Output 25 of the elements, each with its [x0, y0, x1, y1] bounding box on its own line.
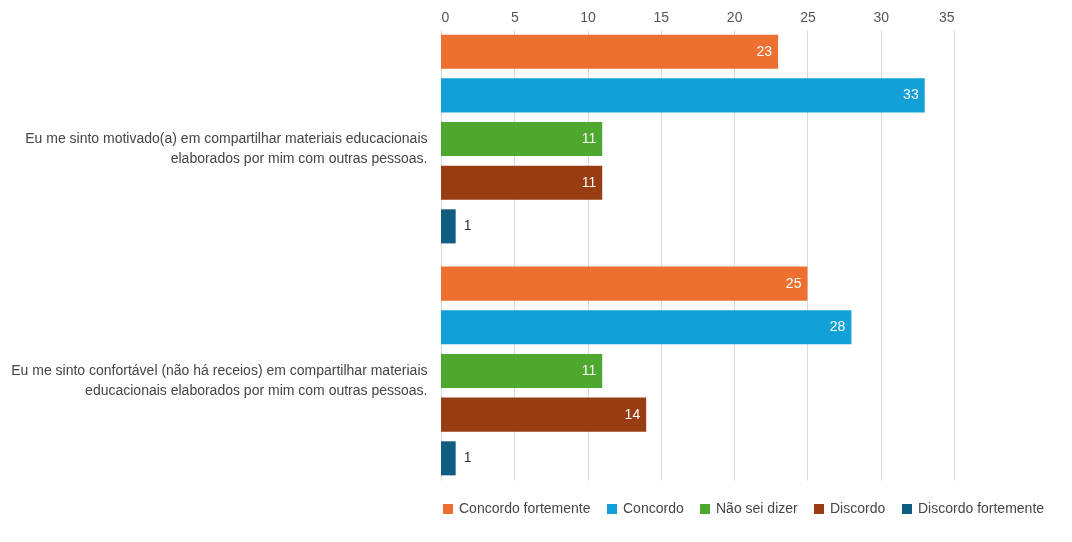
data-label: 1 [463, 217, 472, 234]
data-label: 11 [581, 130, 597, 147]
data-label: 28 [829, 318, 846, 335]
x-tick-label: 5 [510, 8, 519, 25]
data-label: 25 [785, 274, 802, 291]
data-label: 14 [624, 405, 641, 422]
x-tick-label: 35 [938, 8, 955, 25]
legend-label: Discordo fortemente [918, 500, 1045, 516]
x-tick-label: 25 [800, 8, 816, 25]
data-label: 1 [463, 449, 472, 466]
y-tick-label: Eu me sinto confortável (não há receios) em compartilhar materiais educacionais elaborados por mim com outras pessoas. [11, 361, 428, 398]
legend-label: Discordo [830, 500, 886, 516]
x-tick-label: 15 [653, 8, 670, 25]
y-tick-label: Eu me sinto motivado(a) em compartilhar materiais educacionais elaborados por mim com outras pessoas. [25, 130, 428, 167]
data-label: 11 [581, 173, 597, 190]
x-tick-label: 0 [441, 8, 450, 25]
data-label: 33 [903, 86, 919, 103]
x-tick-label: 20 [726, 8, 743, 25]
data-label: 11 [581, 361, 597, 378]
legend-label: Concordo fortemente [459, 500, 591, 516]
legend-label: Não sei dizer [716, 500, 799, 516]
x-tick-label: 30 [873, 8, 890, 25]
legend-label: Concordo [623, 500, 684, 516]
data-label: 23 [756, 42, 773, 59]
x-tick-label: 10 [580, 8, 597, 25]
